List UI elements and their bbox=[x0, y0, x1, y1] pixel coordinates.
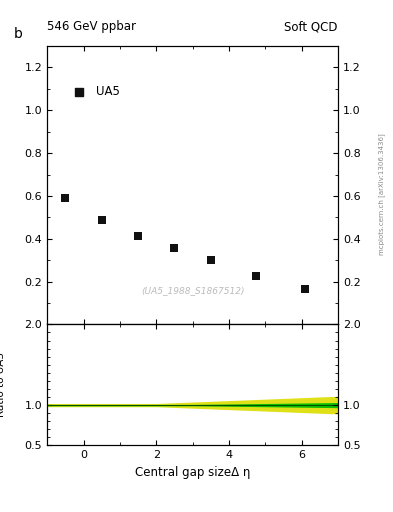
Text: 546 GeV ppbar: 546 GeV ppbar bbox=[47, 20, 136, 33]
Point bbox=[302, 285, 309, 293]
Text: (UA5_1988_S1867512): (UA5_1988_S1867512) bbox=[141, 287, 244, 295]
Text: Soft QCD: Soft QCD bbox=[285, 20, 338, 33]
Text: mcplots.cern.ch [arXiv:1306.3436]: mcplots.cern.ch [arXiv:1306.3436] bbox=[378, 134, 385, 255]
Point bbox=[99, 216, 105, 224]
Point bbox=[208, 256, 214, 264]
Point bbox=[171, 244, 178, 252]
Legend: UA5: UA5 bbox=[68, 86, 120, 98]
Y-axis label: b: b bbox=[14, 27, 22, 40]
Y-axis label: Ratio to UA5: Ratio to UA5 bbox=[0, 352, 6, 417]
Point bbox=[62, 194, 68, 202]
Point bbox=[135, 231, 141, 240]
X-axis label: Central gap sizeΔ η: Central gap sizeΔ η bbox=[135, 466, 250, 479]
Point bbox=[253, 272, 259, 281]
